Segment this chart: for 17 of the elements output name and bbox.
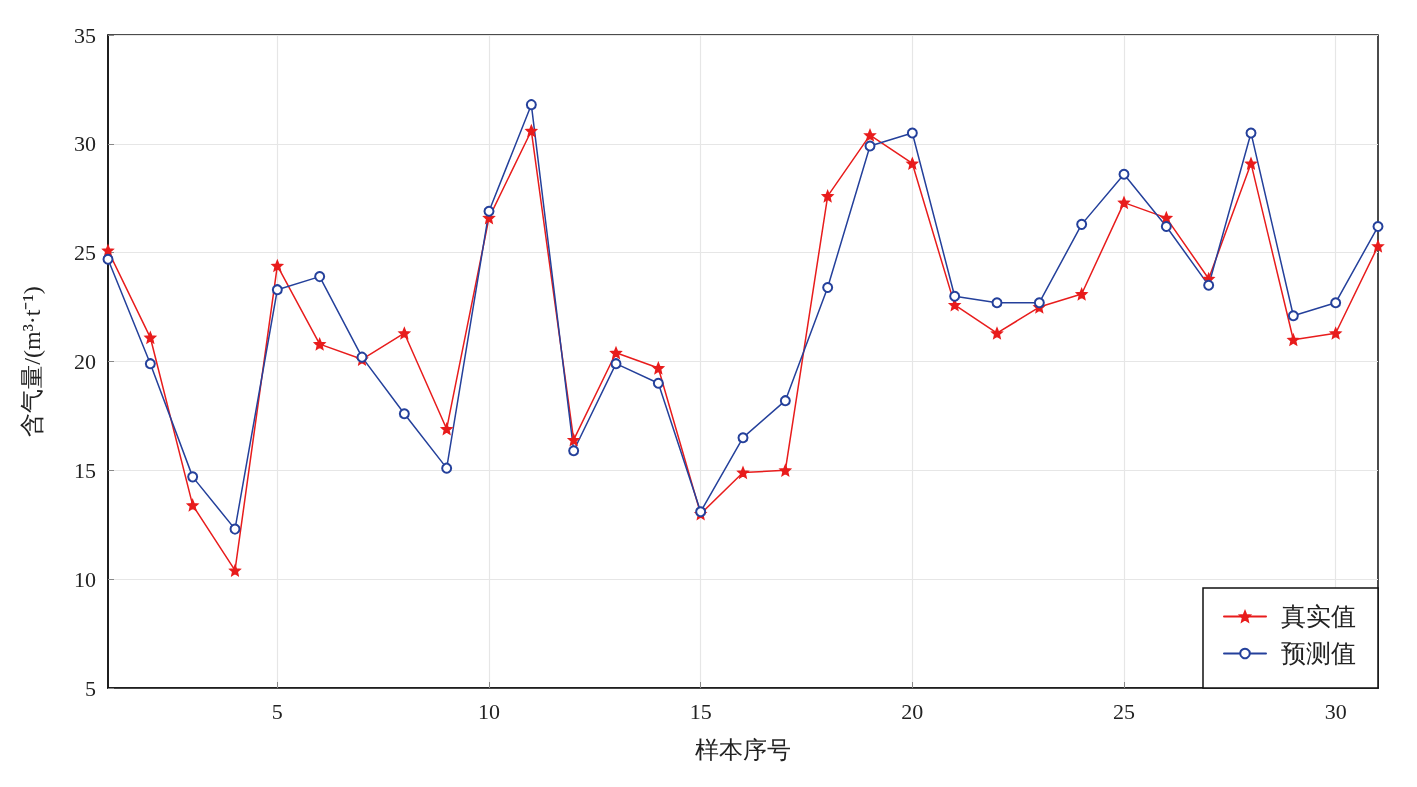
y-tick-label: 10 <box>74 566 96 592</box>
y-tick-label: 25 <box>74 240 96 266</box>
x-tick-label: 30 <box>1324 698 1347 724</box>
x-axis-title: 样本序号 <box>695 737 791 763</box>
x-tick-label: 25 <box>1113 698 1135 724</box>
y-axis-title: 含气量/(m³·t⁻¹) <box>19 286 45 437</box>
legend-label: 真实值 <box>1281 603 1356 630</box>
y-tick-label: 20 <box>74 349 96 374</box>
x-tick-label: 10 <box>478 698 500 724</box>
y-tick-label: 30 <box>74 131 96 157</box>
x-tick-label: 20 <box>901 698 924 724</box>
x-tick-label: 15 <box>689 698 712 724</box>
y-tick-label: 15 <box>74 457 96 483</box>
y-tick-label: 5 <box>85 675 96 701</box>
x-tick-label: 5 <box>271 698 283 724</box>
legend-label: 预测值 <box>1281 640 1356 667</box>
y-tick-label: 35 <box>74 22 96 48</box>
